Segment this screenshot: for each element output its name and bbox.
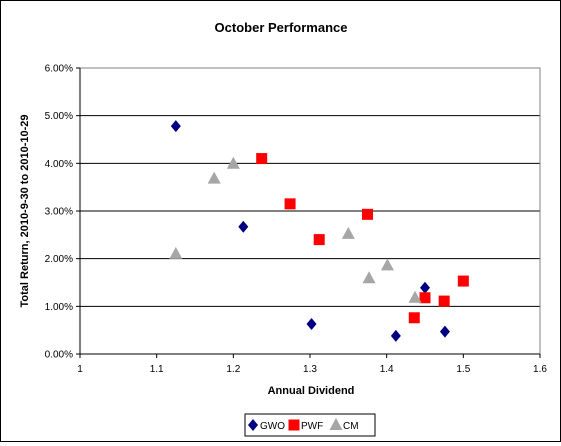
cm-point xyxy=(169,246,183,259)
x-tick-label: 1.1 xyxy=(150,364,164,375)
x-tick-label: 1.2 xyxy=(226,364,240,375)
cm-point xyxy=(341,226,355,239)
y-tick-label: 0.00% xyxy=(45,350,73,361)
x-tick-label: 1.5 xyxy=(456,364,470,375)
gwo-point xyxy=(420,281,430,294)
gwo-point xyxy=(390,329,401,342)
x-tick-label: 1.3 xyxy=(303,364,317,375)
cm-point xyxy=(362,271,376,284)
pwf-point xyxy=(313,234,325,246)
series-pwf xyxy=(256,153,469,324)
legend-marker-cm xyxy=(329,418,343,430)
legend-marker-pwf xyxy=(288,419,300,431)
legend-label-cm: CM xyxy=(343,421,359,432)
pwf-point xyxy=(256,153,268,165)
cm-point xyxy=(226,156,240,169)
chart-title: October Performance xyxy=(215,20,348,35)
cm-point xyxy=(380,258,394,271)
pwf-point xyxy=(419,292,431,304)
y-axis-title: Total Return, 2010-9-30 to 2010-10-29 xyxy=(19,115,31,308)
legend-label-pwf: PWF xyxy=(301,421,323,432)
axes: 0.00% 1.00% 2.00% 3.00% 4.00% 5.00% 6.00% 1 1.1 1… xyxy=(45,64,548,376)
y-tick-label: 4.00% xyxy=(45,159,73,170)
x-axis-title: Annual Dividend xyxy=(268,385,355,397)
cm-point xyxy=(207,171,221,184)
x-tick-label: 1 xyxy=(77,364,83,375)
legend: GWO PWF CM xyxy=(244,413,376,437)
pwf-point xyxy=(457,275,469,287)
gridlines xyxy=(80,67,540,307)
series-cm xyxy=(169,156,422,303)
y-tick-label: 1.00% xyxy=(45,302,73,313)
legend-box xyxy=(244,413,376,437)
y-tick-label: 3.00% xyxy=(45,207,73,218)
y-tick-label: 2.00% xyxy=(45,254,73,265)
y-tick-label: 5.00% xyxy=(45,111,73,122)
legend-marker-gwo xyxy=(248,419,258,431)
gwo-point xyxy=(306,317,317,330)
gwo-point xyxy=(439,325,450,338)
pwf-point xyxy=(284,198,296,210)
series-gwo xyxy=(170,120,450,342)
legend-label-gwo: GWO xyxy=(260,421,285,432)
pwf-point xyxy=(408,312,420,324)
data-points xyxy=(169,120,469,342)
pwf-point xyxy=(362,208,373,220)
x-tick-label: 1.6 xyxy=(533,364,547,375)
gwo-point xyxy=(170,120,181,133)
gwo-point xyxy=(238,220,249,233)
pwf-point xyxy=(438,295,450,307)
x-tick-label: 1.4 xyxy=(380,364,394,375)
y-tick-label: 6.00% xyxy=(45,64,73,75)
cm-point xyxy=(408,290,422,303)
